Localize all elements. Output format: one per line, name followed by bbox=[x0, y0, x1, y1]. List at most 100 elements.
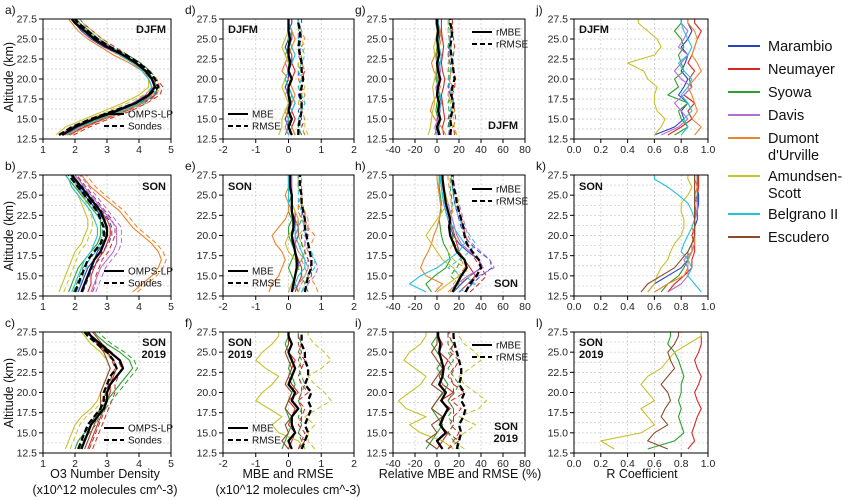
y-tick-label: 27.5 bbox=[197, 14, 218, 26]
y-tick-label: 15.0 bbox=[197, 270, 218, 282]
season-label: 2019 bbox=[494, 433, 518, 445]
y-tick-label: 22.5 bbox=[548, 54, 569, 66]
y-tick-label: 20.0 bbox=[367, 74, 388, 86]
x-tick-label: 0.0 bbox=[567, 458, 582, 470]
y-tick-label: 20.0 bbox=[17, 230, 38, 242]
y-tick-label: 22.5 bbox=[17, 54, 38, 66]
x-axis-label-col3: Relative MBE and RMSE (%) bbox=[379, 467, 542, 481]
legend-label: OMPS-LP bbox=[128, 424, 173, 435]
series-rmse bbox=[451, 175, 483, 293]
series-dashed-neumayer bbox=[447, 332, 465, 450]
x-tick-label: 4 bbox=[136, 301, 142, 313]
series-dashed-escudero bbox=[297, 332, 306, 450]
legend-label: RMSE bbox=[252, 436, 281, 447]
x-axis-label-col4: R Coefficient bbox=[606, 467, 678, 481]
legend-label: Scott bbox=[768, 186, 801, 202]
series-belgrano-ii bbox=[677, 19, 693, 136]
y-tick-label: 15.0 bbox=[17, 427, 38, 439]
x-tick-label: 0.6 bbox=[647, 144, 662, 156]
x-tick-label: -40 bbox=[385, 458, 400, 470]
y-tick-label: 15.0 bbox=[367, 427, 388, 439]
series-rmse bbox=[298, 175, 313, 293]
panel-label: c) bbox=[5, 316, 15, 330]
x-tick-label: 40 bbox=[475, 458, 487, 470]
legend-label: MBE bbox=[252, 110, 274, 121]
y-tick-label: 20.0 bbox=[548, 74, 569, 86]
series-syowa bbox=[64, 174, 102, 293]
x-tick-label: 4 bbox=[136, 458, 142, 470]
season-label: SON bbox=[494, 421, 518, 433]
legend-label: Dumont bbox=[768, 131, 819, 147]
x-tick-label: 0.8 bbox=[674, 144, 689, 156]
series-dashed-neumayer bbox=[297, 332, 309, 450]
x-tick-label: 1 bbox=[40, 144, 46, 156]
x-axis-label-col2-line1: MBE and RMSE bbox=[242, 467, 333, 481]
x-tick-label: 0.8 bbox=[674, 301, 689, 313]
y-axis-labels: Altitude (km) Altitude (km) Altitude (km… bbox=[2, 42, 16, 428]
x-tick-label: 1 bbox=[318, 144, 324, 156]
series-dashed-neumayer bbox=[451, 19, 457, 136]
x-tick-label: 20 bbox=[453, 301, 465, 313]
y-tick-label: 12.5 bbox=[197, 134, 218, 146]
y-tick-label: 15.0 bbox=[197, 114, 218, 126]
y-tick-label: 15.0 bbox=[548, 270, 569, 282]
series-dashed-neumayer bbox=[297, 19, 306, 136]
panel-label: i) bbox=[355, 316, 362, 330]
x-tick-label: -40 bbox=[385, 301, 400, 313]
x-tick-label: 60 bbox=[497, 458, 509, 470]
season-label: SON bbox=[228, 337, 252, 349]
y-tick-label: 17.5 bbox=[197, 94, 218, 106]
x-tick-label: 0 bbox=[286, 301, 292, 313]
x-tick-label: 1 bbox=[318, 458, 324, 470]
y-tick-label: 25.0 bbox=[367, 190, 388, 202]
series-rmse bbox=[452, 332, 467, 450]
series-omps-lp bbox=[70, 174, 109, 293]
panel-label: a) bbox=[5, 3, 16, 17]
y-tick-label: 20.0 bbox=[17, 387, 38, 399]
x-axis-label-col2-line2: (x10^12 molecules cm^-3) bbox=[215, 483, 360, 497]
series-rmse bbox=[300, 332, 313, 450]
legend-label: MBE bbox=[252, 424, 274, 435]
y-tick-label: 15.0 bbox=[17, 114, 38, 126]
panel-label: l) bbox=[536, 316, 543, 330]
legend-entry: Syowa bbox=[728, 85, 812, 101]
y-tick-label: 27.5 bbox=[17, 327, 38, 339]
x-tick-label: 1 bbox=[40, 458, 46, 470]
x-tick-label: 2 bbox=[351, 301, 357, 313]
x-tick-label: -1 bbox=[251, 144, 260, 156]
y-tick-label: 27.5 bbox=[197, 327, 218, 339]
legend-label: rRMSE bbox=[496, 353, 529, 364]
x-tick-label: 0.0 bbox=[567, 301, 582, 313]
series-rmse bbox=[297, 19, 305, 135]
x-tick-label: 3 bbox=[104, 301, 110, 313]
series-dashed-davis bbox=[79, 174, 122, 293]
legend-entry: Davis bbox=[728, 108, 804, 124]
y-tick-label: 20.0 bbox=[548, 230, 569, 242]
series-dashed-amundsen-scott bbox=[304, 332, 332, 450]
season-label: DJFM bbox=[136, 24, 166, 36]
x-tick-label: 3 bbox=[104, 458, 110, 470]
y-tick-label: 20.0 bbox=[367, 387, 388, 399]
y-tick-label: 22.5 bbox=[367, 54, 388, 66]
series-dashed-neumayer bbox=[76, 174, 116, 293]
series-neumayer bbox=[667, 19, 702, 136]
season-label: SON bbox=[228, 181, 252, 193]
x-axis-labels: O3 Number Density (x10^12 molecules cm^-… bbox=[32, 467, 678, 497]
y-tick-label: 17.5 bbox=[367, 94, 388, 106]
y-tick-label: 12.5 bbox=[367, 291, 388, 303]
series-syowa bbox=[667, 19, 689, 136]
series-dumont-d-urville bbox=[419, 175, 444, 293]
x-tick-label: 40 bbox=[475, 301, 487, 313]
series-belgrano-ii bbox=[287, 175, 306, 293]
series-dashed-amundsen-scott bbox=[453, 332, 487, 450]
series-syowa bbox=[660, 175, 698, 293]
x-tick-label: 0.8 bbox=[674, 458, 689, 470]
legend-label: RMSE bbox=[252, 122, 281, 133]
x-tick-label: 0 bbox=[434, 458, 440, 470]
series-dashed-marambio bbox=[76, 174, 113, 293]
